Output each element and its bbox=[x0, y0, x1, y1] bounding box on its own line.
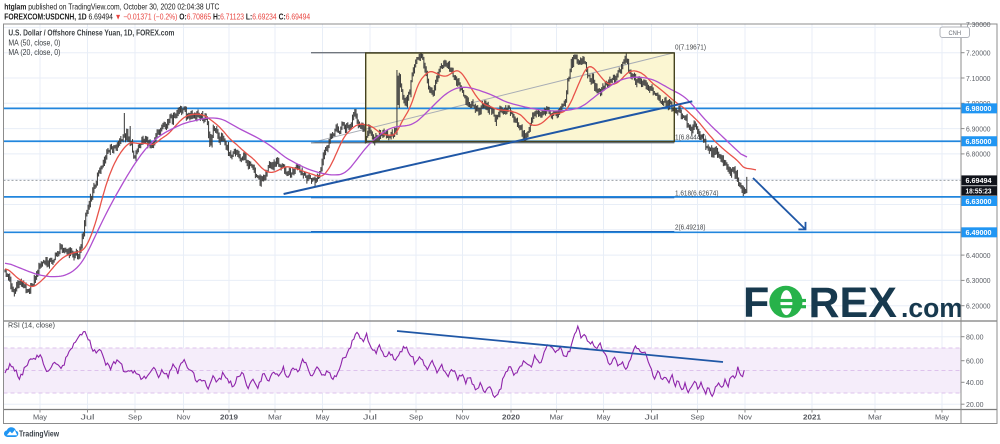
svg-text:REX: REX bbox=[809, 279, 898, 327]
svg-text:20.00: 20.00 bbox=[966, 400, 984, 409]
svg-text:6.69494: 6.69494 bbox=[966, 176, 993, 185]
svg-text:6.90000: 6.90000 bbox=[966, 124, 991, 133]
svg-text:U.S. Dollar / Offshore Chinese: U.S. Dollar / Offshore Chinese Yuan, 1D,… bbox=[8, 29, 174, 38]
svg-text:CNH: CNH bbox=[949, 30, 962, 37]
svg-text:Jul: Jul bbox=[363, 412, 377, 421]
svg-text:2020: 2020 bbox=[502, 412, 520, 421]
svg-text:May: May bbox=[316, 412, 330, 421]
svg-text:May: May bbox=[935, 412, 949, 421]
svg-text:TradingView: TradingView bbox=[19, 430, 60, 439]
svg-text:May: May bbox=[33, 412, 47, 421]
svg-text:6.20000: 6.20000 bbox=[966, 302, 991, 311]
svg-text:Nov: Nov bbox=[738, 412, 752, 421]
svg-text:Mar: Mar bbox=[268, 412, 283, 421]
svg-text:6.30000: 6.30000 bbox=[966, 276, 991, 285]
svg-text:Sep: Sep bbox=[128, 412, 142, 421]
svg-text:6.85000: 6.85000 bbox=[966, 137, 992, 146]
svg-text:MA (50, close, 0): MA (50, close, 0) bbox=[8, 38, 60, 47]
svg-text:2021: 2021 bbox=[803, 412, 822, 421]
svg-text:Sep: Sep bbox=[691, 412, 705, 421]
svg-text:7.10000: 7.10000 bbox=[966, 74, 991, 83]
svg-text:6.63000: 6.63000 bbox=[966, 197, 992, 206]
svg-text:6.98000: 6.98000 bbox=[966, 104, 992, 113]
svg-text:40.00: 40.00 bbox=[966, 378, 984, 387]
svg-text:1.618(6.62674): 1.618(6.62674) bbox=[675, 189, 719, 198]
svg-text:FOREXCOM:USDCNH, 1D 6.69494 ▼: FOREXCOM:USDCNH, 1D 6.69494 ▼ −0.01371 (… bbox=[4, 12, 310, 22]
svg-text:7.20000: 7.20000 bbox=[966, 49, 991, 58]
svg-text:2019: 2019 bbox=[220, 412, 238, 421]
svg-text:Mar: Mar bbox=[868, 412, 883, 421]
svg-text:htglam published on TradingVie: htglam published on TradingView.com, Oct… bbox=[4, 2, 220, 12]
svg-text:May: May bbox=[597, 412, 611, 421]
svg-text:MA (20, close, 0): MA (20, close, 0) bbox=[8, 48, 60, 57]
svg-text:6.40000: 6.40000 bbox=[966, 251, 991, 260]
svg-text:Mar: Mar bbox=[550, 412, 565, 421]
svg-text:7.30000: 7.30000 bbox=[966, 20, 991, 29]
svg-text:Jul: Jul bbox=[645, 412, 659, 421]
svg-text:6.80000: 6.80000 bbox=[966, 150, 991, 159]
svg-text:2(6.49218): 2(6.49218) bbox=[675, 223, 706, 232]
svg-text:RSI (14, close): RSI (14, close) bbox=[8, 320, 55, 329]
svg-text:Nov: Nov bbox=[177, 412, 191, 421]
svg-text:6.49000: 6.49000 bbox=[966, 228, 992, 237]
svg-text:60.00: 60.00 bbox=[966, 357, 984, 366]
svg-text:Nov: Nov bbox=[456, 412, 470, 421]
svg-text:1(6.84444): 1(6.84444) bbox=[675, 133, 706, 142]
svg-text:Jul: Jul bbox=[81, 412, 95, 421]
svg-text:18:55:23: 18:55:23 bbox=[966, 187, 992, 196]
svg-text:Sep: Sep bbox=[409, 412, 423, 421]
svg-text:F: F bbox=[743, 279, 769, 327]
svg-text:80.00: 80.00 bbox=[966, 333, 984, 342]
svg-text:0(7.19671): 0(7.19671) bbox=[675, 43, 706, 52]
svg-text:.com: .com bbox=[901, 293, 963, 323]
